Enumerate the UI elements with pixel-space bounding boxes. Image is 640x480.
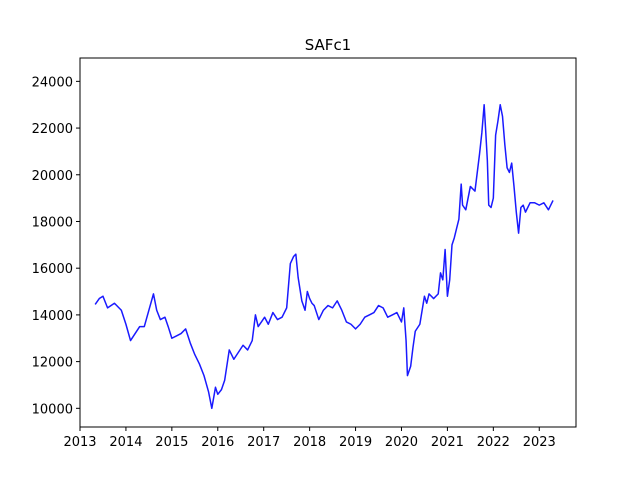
y-tick-label: 10000 — [32, 402, 73, 417]
x-tick-label: 2022 — [477, 435, 510, 450]
series-layer — [94, 103, 554, 410]
x-tick-label: 2021 — [431, 435, 464, 450]
y-axis: 10000 12000 14000 16000 18000 20000 22000 24000 — [32, 75, 80, 417]
y-tick-label: 20000 — [32, 169, 73, 184]
x-tick-label: 2017 — [247, 435, 280, 450]
y-tick-label: 12000 — [32, 356, 73, 371]
x-tick-label: 2014 — [109, 435, 142, 450]
x-tick-label: 2019 — [339, 435, 372, 450]
y-tick-label: 14000 — [32, 309, 73, 324]
y-tick-label: 24000 — [32, 75, 73, 90]
series-line-0 — [94, 103, 554, 410]
x-axis: 2013 2014 2015 2016 2017 2018 2019 2020 2021 2022… — [63, 427, 556, 450]
x-tick-label: 2013 — [63, 435, 96, 450]
chart-title: SAFc1 — [305, 36, 351, 54]
x-tick-label: 2020 — [385, 435, 418, 450]
y-tick-label: 16000 — [32, 262, 73, 277]
x-tick-label: 2023 — [523, 435, 556, 450]
x-tick-label: 2016 — [201, 435, 234, 450]
y-tick-label: 18000 — [32, 215, 73, 230]
x-tick-label: 2015 — [155, 435, 188, 450]
plot-frame — [79, 57, 577, 428]
y-tick-label: 22000 — [32, 122, 73, 137]
x-tick-label: 2018 — [293, 435, 326, 450]
